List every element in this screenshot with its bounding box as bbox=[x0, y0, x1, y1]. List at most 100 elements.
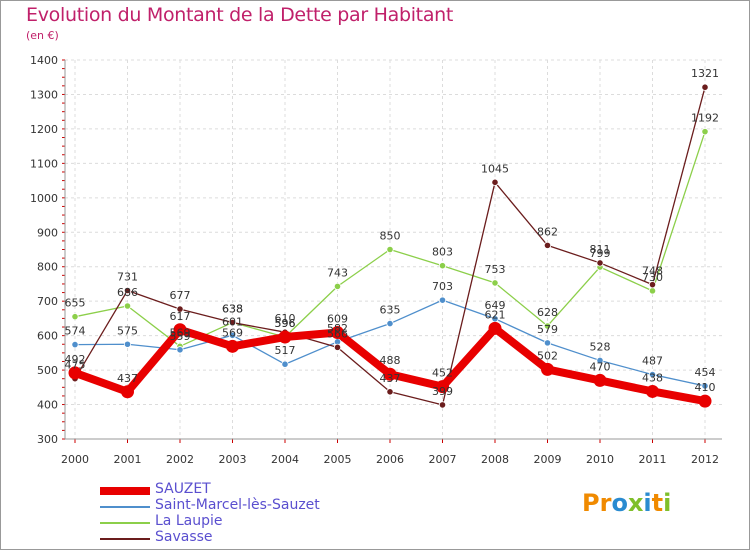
legend-swatch bbox=[100, 506, 150, 508]
x-tick-label: 2005 bbox=[324, 453, 352, 466]
data-label: 596 bbox=[275, 317, 296, 330]
x-tick-label: 2002 bbox=[166, 453, 194, 466]
data-point bbox=[386, 245, 394, 254]
x-tick-label: 2011 bbox=[639, 453, 667, 466]
x-tick-label: 2008 bbox=[481, 453, 509, 466]
data-label: 1192 bbox=[691, 112, 719, 125]
data-label: 574 bbox=[65, 325, 86, 338]
x-tick-label: 2007 bbox=[429, 453, 457, 466]
data-point bbox=[333, 282, 342, 290]
data-point bbox=[71, 340, 79, 349]
legend-swatch bbox=[100, 522, 150, 524]
data-label: 517 bbox=[275, 344, 296, 357]
data-point bbox=[123, 286, 132, 295]
y-tick-label: 1200 bbox=[30, 123, 58, 136]
data-label: 638 bbox=[222, 303, 243, 316]
data-point bbox=[278, 330, 292, 344]
logo-letter: i bbox=[643, 489, 652, 517]
data-label: 410 bbox=[695, 381, 716, 394]
y-tick-label: 800 bbox=[37, 261, 58, 274]
data-label: 677 bbox=[170, 289, 191, 302]
x-tick-label: 2012 bbox=[691, 453, 719, 466]
data-point bbox=[438, 296, 447, 304]
data-label: 609 bbox=[327, 313, 348, 326]
data-point bbox=[226, 339, 239, 353]
y-tick-label: 300 bbox=[37, 433, 58, 446]
data-label: 803 bbox=[432, 246, 453, 259]
data-label: 1321 bbox=[691, 67, 719, 80]
data-label: 655 bbox=[65, 297, 86, 310]
data-point bbox=[593, 373, 607, 387]
data-point bbox=[646, 384, 659, 398]
y-tick-label: 600 bbox=[37, 330, 58, 343]
data-point bbox=[488, 321, 502, 335]
legend-label: SAUZET bbox=[155, 481, 211, 497]
data-label: 437 bbox=[380, 372, 401, 385]
data-label: 811 bbox=[590, 243, 611, 256]
data-label: 610 bbox=[275, 312, 296, 325]
chart-unit: (en €) bbox=[26, 29, 59, 42]
proxiti-logo: Proxiti bbox=[582, 489, 671, 517]
data-label: 470 bbox=[590, 360, 611, 373]
data-label: 601 bbox=[222, 315, 243, 328]
data-point bbox=[491, 279, 499, 287]
data-label: 743 bbox=[327, 266, 348, 279]
data-label: 649 bbox=[485, 299, 506, 312]
data-label: 559 bbox=[170, 330, 191, 343]
data-point bbox=[491, 178, 499, 186]
data-label: 575 bbox=[117, 324, 138, 337]
data-point bbox=[701, 128, 709, 136]
data-point bbox=[173, 323, 187, 337]
data-point bbox=[228, 331, 237, 339]
data-point bbox=[701, 83, 709, 91]
data-label: 635 bbox=[380, 304, 401, 317]
data-label: 731 bbox=[117, 271, 138, 284]
data-label: 703 bbox=[432, 280, 453, 293]
data-point bbox=[596, 356, 604, 365]
data-labels: 492 437 617 569 596 609 488 452 621 502 470 438 410 5… bbox=[65, 67, 720, 398]
data-label: 628 bbox=[537, 306, 558, 319]
y-tick-label: 1000 bbox=[30, 192, 58, 205]
data-label: 596 bbox=[275, 317, 296, 330]
data-label: 799 bbox=[590, 247, 611, 260]
axes: 300 400 500 600 700 800 900 1000 1100 1200 1300 140… bbox=[30, 54, 722, 466]
data-point bbox=[543, 339, 552, 347]
x-tick-label: 2000 bbox=[61, 453, 89, 466]
data-point bbox=[71, 313, 79, 321]
data-point bbox=[68, 366, 82, 380]
x-tick-label: 2009 bbox=[534, 453, 562, 466]
data-point bbox=[436, 380, 449, 394]
logo-letter: P bbox=[582, 489, 600, 517]
data-label: 1045 bbox=[481, 162, 509, 175]
series-lines bbox=[68, 83, 712, 409]
x-tick-label: 2006 bbox=[376, 453, 404, 466]
data-label: 492 bbox=[65, 353, 86, 366]
data-point bbox=[543, 322, 552, 330]
data-label: 850 bbox=[380, 230, 401, 243]
data-label: 437 bbox=[117, 372, 138, 385]
data-label: 753 bbox=[485, 263, 506, 276]
data-label: 454 bbox=[695, 366, 716, 379]
data-point bbox=[541, 362, 554, 376]
data-label: 569 bbox=[222, 326, 243, 339]
data-point bbox=[383, 367, 397, 381]
data-point bbox=[333, 343, 342, 351]
data-point bbox=[438, 262, 447, 270]
y-tick-label: 1400 bbox=[30, 54, 58, 67]
data-point bbox=[386, 319, 394, 328]
data-label: 452 bbox=[432, 367, 453, 380]
data-label: 487 bbox=[642, 355, 663, 368]
data-point bbox=[698, 394, 712, 408]
data-point bbox=[176, 346, 184, 354]
data-point bbox=[176, 305, 184, 313]
y-tick-label: 1100 bbox=[30, 157, 58, 170]
logo-letter: i bbox=[663, 489, 672, 517]
y-tick-label: 1300 bbox=[30, 88, 58, 101]
logo-letter: o bbox=[611, 489, 628, 517]
data-point bbox=[648, 287, 657, 295]
logo-letter: r bbox=[599, 489, 612, 517]
data-point bbox=[331, 326, 344, 340]
logo-letter: t bbox=[651, 489, 664, 517]
